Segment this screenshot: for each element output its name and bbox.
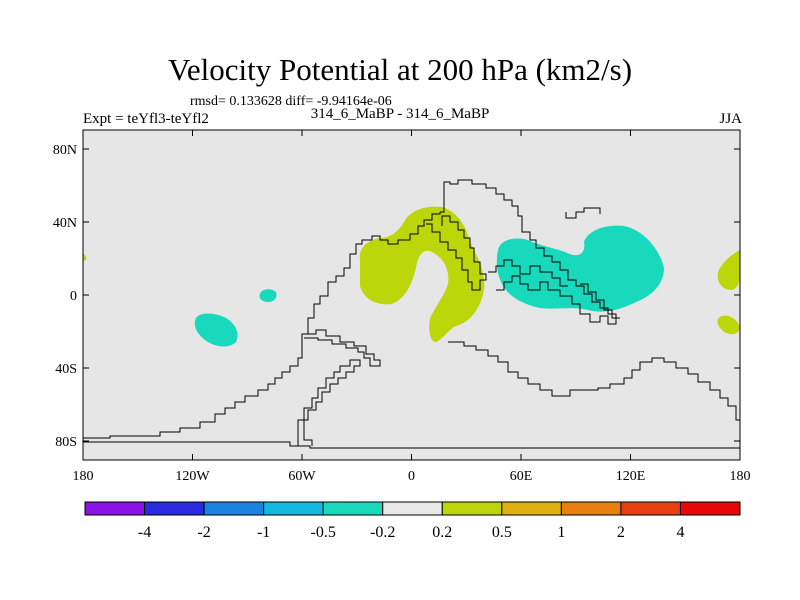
colorbar-box [560, 501, 622, 516]
longitude-axis: 180 120W 60W 0 60E 120E 180 [73, 130, 751, 484]
coastline-japan [565, 207, 601, 219]
lat-label: 80N [53, 143, 77, 158]
colorbar-box [84, 501, 146, 516]
lat-label: 80S [55, 435, 77, 450]
colorbar-label: 2 [617, 524, 625, 541]
colorbar-label: -1 [257, 524, 270, 541]
colorbar-label: 0.5 [492, 524, 512, 541]
map-title: Velocity Potential at 200 hPa (km2/s) [167, 52, 633, 87]
colorbar: -4 -2 -1 -0.5 -0.2 0.2 0.5 1 2 4 [84, 501, 741, 541]
negative-anomaly-pacific [194, 313, 238, 347]
colorbar-box [322, 501, 384, 516]
coastlines [83, 179, 741, 449]
colorbar-box [501, 501, 562, 516]
lat-label: 40S [55, 362, 77, 377]
positive-anomaly-west-edge [83, 254, 87, 261]
colorbar-label: -4 [138, 524, 151, 541]
coastline-southeast-asia [580, 283, 620, 319]
experiment-label: Expt = teYfl3-teYfl2 [83, 111, 209, 127]
coastline-asia-south [496, 275, 617, 325]
positive-anomaly-east-edge-north [717, 250, 740, 290]
colorbar-box [382, 501, 443, 516]
lon-label: 60W [288, 469, 316, 484]
coastline-eurasia [440, 179, 617, 318]
lon-label: 60E [510, 469, 533, 484]
colorbar-box [144, 501, 205, 516]
coastline-south-america [304, 329, 381, 367]
colorbar-box [203, 501, 265, 516]
colorbar-label: 0.2 [432, 524, 452, 541]
lat-label: 0 [70, 289, 77, 304]
colorbar-label: 1 [557, 524, 565, 541]
coastline-americas [83, 212, 441, 439]
coastline-antarctica [83, 341, 741, 449]
lon-label: 120E [616, 469, 646, 484]
coastline-arabia [488, 259, 568, 287]
season-label: JJA [719, 111, 742, 127]
stats-line: rmsd= 0.133628 diff= -9.94164e-06 [190, 94, 392, 109]
lon-label: 180 [73, 469, 94, 484]
colorbar-label: -2 [197, 524, 210, 541]
lon-label: 0 [408, 469, 415, 484]
lon-label: 180 [730, 469, 751, 484]
colorbar-label: -0.5 [311, 524, 336, 541]
lon-label: 120W [175, 469, 210, 484]
coastline-south-america-tip [297, 359, 361, 446]
latitude-axis: 80N 40N 0 40S 80S [53, 143, 740, 450]
case-label: 314_6_MaBP - 314_6_MaBP [310, 106, 490, 122]
lat-label: 40N [53, 216, 77, 231]
colorbar-box [441, 501, 503, 516]
positive-anomaly-africa [359, 206, 485, 342]
colorbar-box [263, 501, 324, 516]
negative-anomaly-small [259, 289, 277, 302]
colorbar-label: 4 [676, 524, 684, 541]
positive-anomaly-regions [83, 206, 740, 342]
colorbar-box [620, 501, 681, 516]
colorbar-label: -0.2 [370, 524, 395, 541]
coastline-africa-west [426, 215, 487, 291]
colorbar-box [679, 501, 741, 516]
positive-anomaly-east-edge-south [717, 315, 740, 335]
